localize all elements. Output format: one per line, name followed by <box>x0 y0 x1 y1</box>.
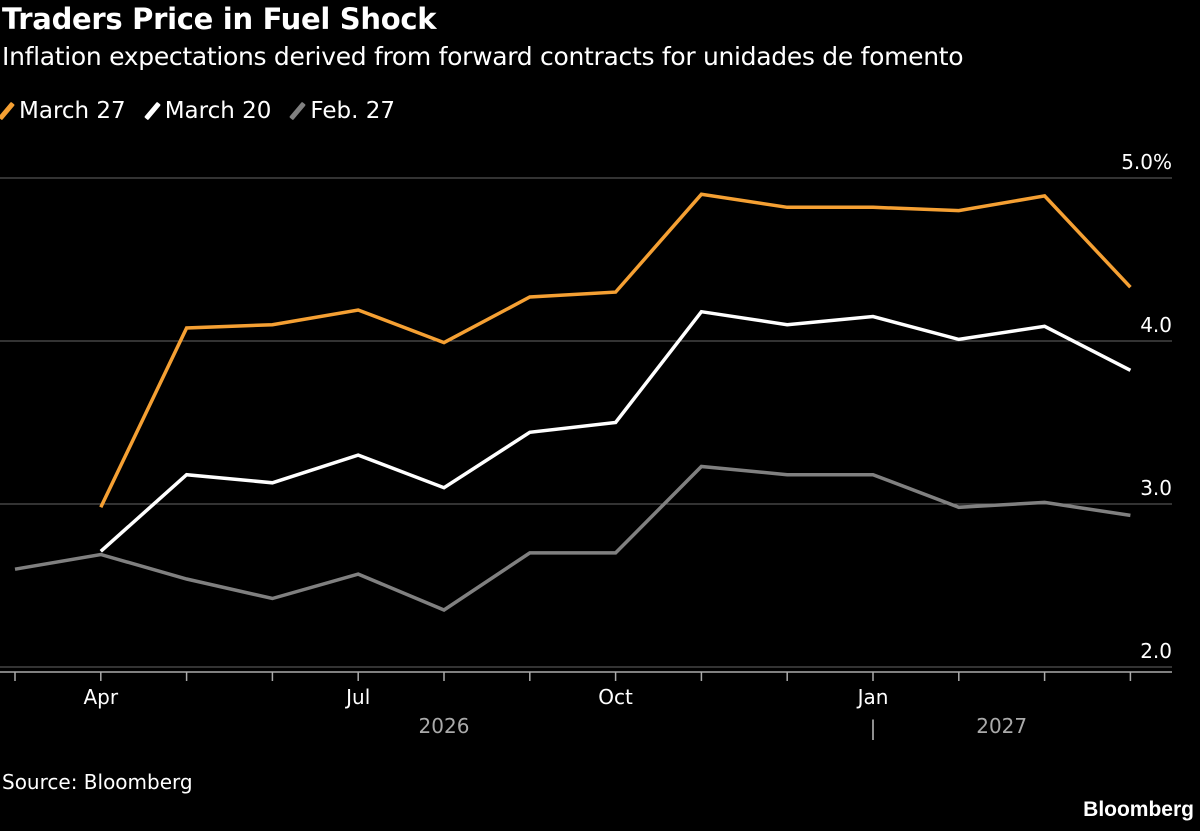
x-tick-label: Jan <box>856 685 889 709</box>
series-line-march-27 <box>99 192 1132 509</box>
legend-item-march-27: March 27 <box>0 98 126 124</box>
series-line-feb-27 <box>14 464 1131 612</box>
source-note: Source: Bloomberg <box>2 770 193 794</box>
y-tick-label: 4.0 <box>1140 313 1172 337</box>
y-tick-label: 3.0 <box>1140 476 1172 500</box>
y-tick-label: 5.0% <box>1121 150 1172 174</box>
year-label: 2026 <box>419 714 470 738</box>
legend-label: Feb. 27 <box>310 98 396 124</box>
x-tick-label: Jul <box>344 685 370 709</box>
x-tick-label: Apr <box>83 685 118 709</box>
bloomberg-logo: Bloomberg <box>1083 798 1194 821</box>
legend-label: March 20 <box>164 98 272 124</box>
legend-label: March 27 <box>19 98 126 124</box>
legend-item-march-20: March 20 <box>143 98 272 124</box>
line-chart: 5.0% 4.0 3.0 2.0 Apr Jul Oct Jan 2026 2027 | <box>0 150 1172 740</box>
legend: March 27 March 20 Feb. 27 <box>0 98 396 124</box>
series-line-march-20 <box>99 309 1132 553</box>
y-tick-label: 2.0 <box>1140 639 1172 663</box>
chart-title: Traders Price in Fuel Shock <box>2 2 437 36</box>
chart-subtitle: Inflation expectations derived from forw… <box>2 42 964 71</box>
year-separator: | <box>870 716 877 740</box>
x-tick-label: Oct <box>598 685 633 709</box>
legend-item-feb-27: Feb. 27 <box>289 98 396 124</box>
year-label: 2027 <box>976 714 1027 738</box>
